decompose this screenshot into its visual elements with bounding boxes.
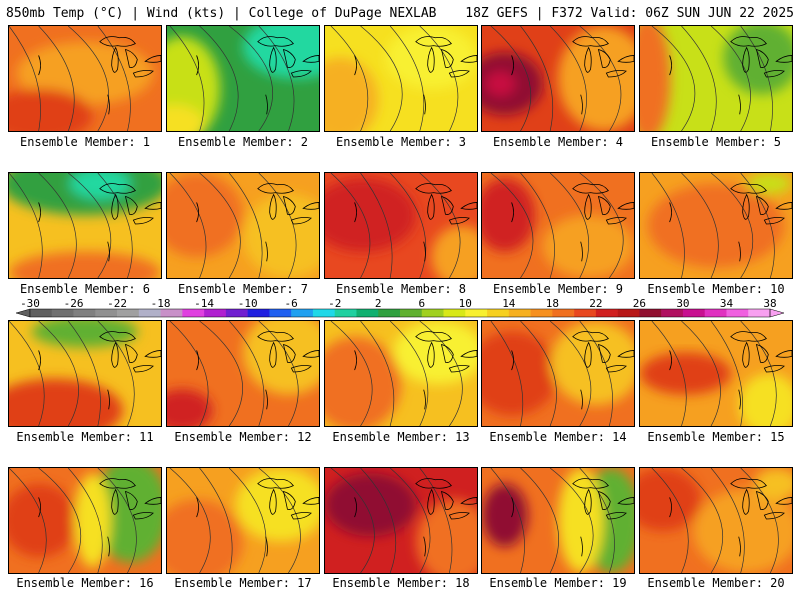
colorbar-min-arrow	[15, 308, 31, 318]
temperature-colorbar: -30 -26 -22 -18 -14 -10 -6 -2 2 6 10 14 18 22 26 30 34 38…	[15, 297, 785, 318]
colorbar-segment	[552, 309, 575, 317]
header-left-title: 850mb Temp (°C) | Wind (kts) | College o…	[6, 6, 437, 21]
ensemble-map-panel	[8, 320, 162, 427]
colorbar-tick-label: 34	[720, 297, 734, 310]
colorbar-tick-label: 22	[589, 297, 602, 310]
ensemble-map-panel	[8, 25, 162, 132]
ensemble-member-label: Ensemble Member: 18	[332, 576, 470, 590]
colorbar-segment	[465, 309, 488, 317]
ensemble-map-panel	[8, 172, 162, 279]
ensemble-map-panel	[481, 467, 635, 574]
colorbar-segment	[117, 309, 140, 317]
colorbar-segment	[574, 309, 597, 317]
colorbar-segment	[95, 309, 118, 317]
ensemble-map-panel	[324, 25, 478, 132]
ensemble-member-label: Ensemble Member: 7	[177, 282, 309, 296]
colorbar-segment	[682, 309, 706, 317]
colorbar-tick-label: 10	[459, 297, 472, 310]
colorbar-segment	[530, 309, 553, 317]
colorbar-segment	[400, 309, 423, 317]
ensemble-member-label: Ensemble Member: 16	[16, 576, 154, 590]
ensemble-member-label: Ensemble Member: 9	[492, 282, 624, 296]
colorbar-segment	[661, 309, 684, 317]
colorbar-tick-label: -26	[64, 297, 84, 310]
ensemble-map-panel	[166, 320, 320, 427]
ensemble-member-label: Ensemble Member: 8	[335, 282, 467, 296]
colorbar-tick-label: -30	[20, 297, 40, 310]
colorbar-segment	[487, 309, 510, 317]
colorbar-segment	[182, 309, 205, 317]
colorbar-tick-label: -10	[238, 297, 258, 310]
ensemble-member-label: Ensemble Member: 13	[332, 430, 470, 444]
colorbar-segment	[378, 309, 401, 317]
ensemble-map-panel	[481, 25, 635, 132]
ensemble-map-panel	[8, 467, 162, 574]
colorbar-tick-label: -22	[107, 297, 127, 310]
colorbar-segment	[356, 309, 379, 317]
colorbar-segment	[704, 309, 727, 317]
ensemble-member-label: Ensemble Member: 3	[335, 135, 467, 149]
ensemble-member-label: Ensemble Member: 20	[647, 576, 785, 590]
colorbar-tick-label: -6	[285, 297, 298, 310]
ensemble-map-panel	[639, 320, 793, 427]
ensemble-map-panel	[324, 320, 478, 427]
colorbar-segment	[508, 309, 531, 317]
header-right-title: 18Z GEFS | F372 Valid: 06Z SUN JUN 22 20…	[465, 6, 794, 21]
colorbar-segment	[334, 309, 357, 317]
ensemble-map-panel	[166, 172, 320, 279]
colorbar-tick-label: 2	[375, 297, 382, 310]
ensemble-map-panel	[639, 172, 793, 279]
colorbar-tick-label: 38	[763, 297, 776, 310]
colorbar-segment	[617, 309, 640, 317]
ensemble-map-panel	[639, 25, 793, 132]
colorbar-tick-label: -18	[151, 297, 171, 310]
colorbar-tick-label: -2	[328, 297, 341, 310]
colorbar-segment	[204, 309, 227, 317]
ensemble-member-label: Ensemble Member: 4	[492, 135, 624, 149]
colorbar-segment	[639, 309, 662, 317]
colorbar-segment	[595, 309, 618, 317]
ensemble-map-panel	[324, 172, 478, 279]
colorbar-tick-label: -14	[194, 297, 214, 310]
colorbar-segment	[73, 309, 96, 317]
colorbar-segment	[51, 309, 74, 317]
colorbar-max-arrow	[769, 308, 785, 318]
ensemble-map-panel	[481, 172, 635, 279]
ensemble-member-label: Ensemble Member: 17	[174, 576, 312, 590]
ensemble-map-panel	[166, 467, 320, 574]
ensemble-member-label: Ensemble Member: 19	[489, 576, 627, 590]
ensemble-map-panel	[639, 467, 793, 574]
colorbar-tick-label: 6	[418, 297, 425, 310]
colorbar-segment	[421, 309, 444, 317]
colorbar-segment	[138, 309, 161, 317]
colorbar-segment	[269, 309, 292, 317]
ensemble-map-panel	[166, 25, 320, 132]
colorbar-segment	[225, 309, 248, 317]
colorbar-segment	[160, 309, 183, 317]
colorbar-tick-label: 18	[546, 297, 559, 310]
ensemble-member-label: Ensemble Member: 6	[19, 282, 151, 296]
ensemble-map-panel	[481, 320, 635, 427]
ensemble-member-label: Ensemble Member: 15	[647, 430, 785, 444]
colorbar-segment	[726, 309, 749, 317]
colorbar-segment	[443, 309, 466, 317]
colorbar-segment	[30, 309, 53, 317]
colorbar-segment	[247, 309, 270, 317]
ensemble-member-label: Ensemble Member: 5	[650, 135, 782, 149]
ensemble-member-label: Ensemble Member: 1	[19, 135, 151, 149]
ensemble-map-panel	[324, 467, 478, 574]
ensemble-member-label: Ensemble Member: 14	[489, 430, 627, 444]
ensemble-member-label: Ensemble Member: 12	[174, 430, 312, 444]
colorbar-segment	[748, 309, 771, 317]
colorbar-segment	[312, 309, 336, 317]
colorbar-tick-label: 26	[633, 297, 646, 310]
colorbar-segment	[291, 309, 314, 317]
colorbar-tick-label: 14	[502, 297, 516, 310]
ensemble-member-label: Ensemble Member: 2	[177, 135, 309, 149]
colorbar-tick-label: 30	[676, 297, 689, 310]
ensemble-member-label: Ensemble Member: 11	[16, 430, 154, 444]
ensemble-member-label: Ensemble Member: 10	[647, 282, 785, 296]
